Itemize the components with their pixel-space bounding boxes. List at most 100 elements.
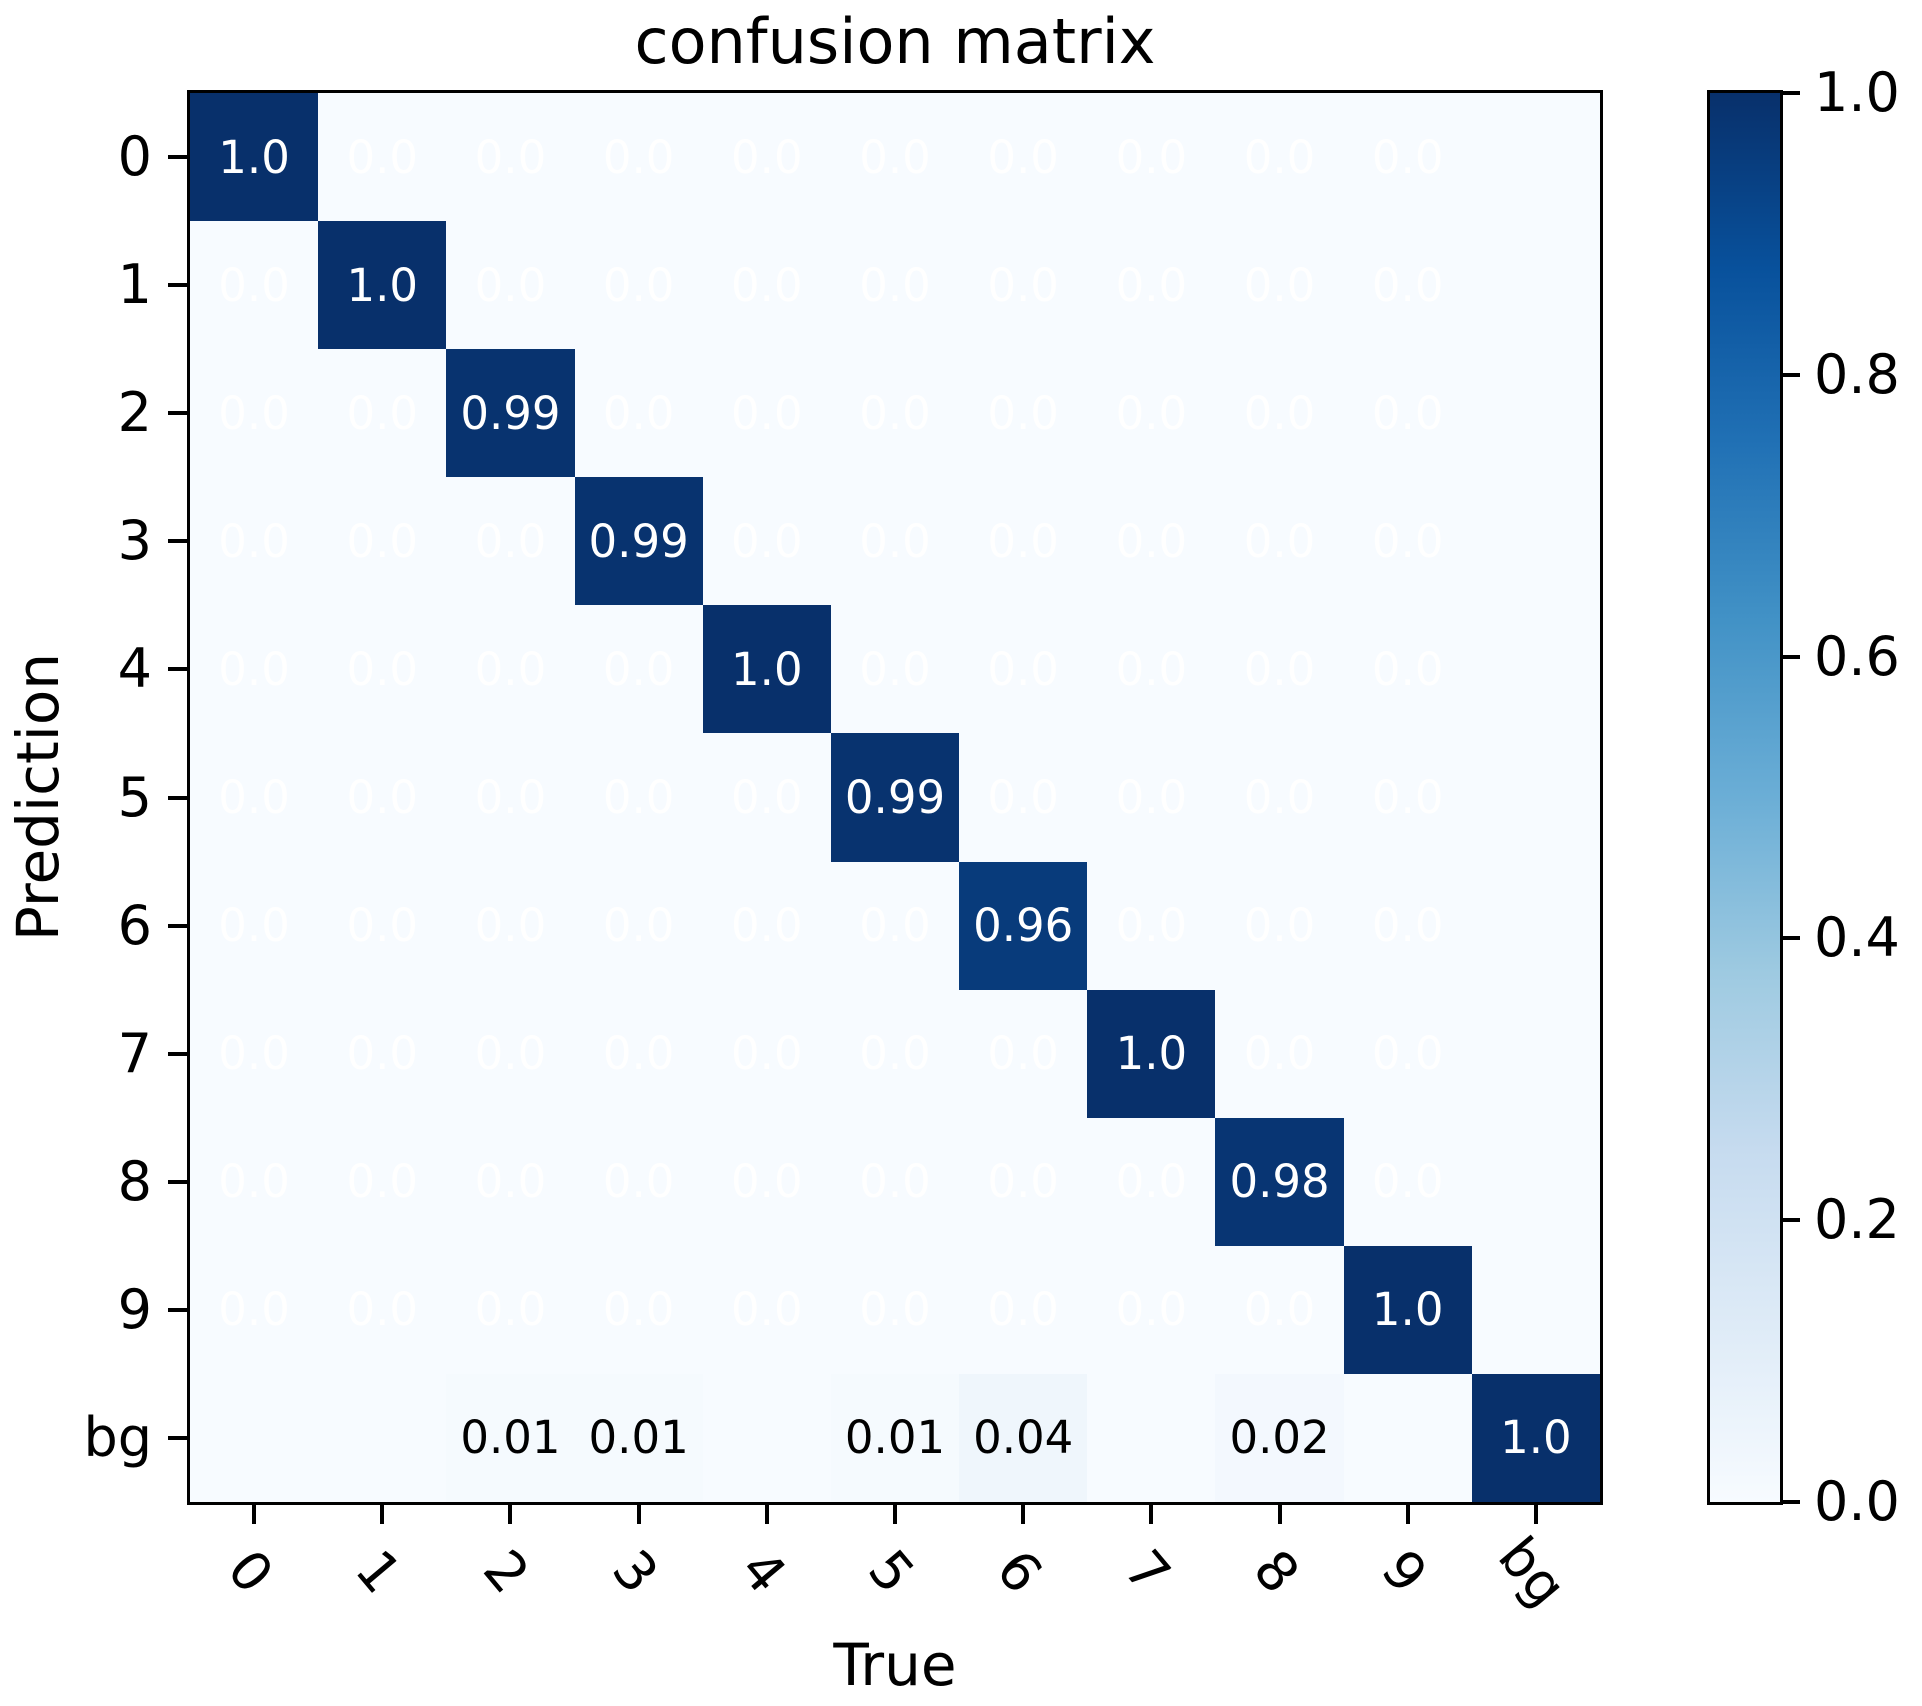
cell-value: 0.0 [602, 258, 675, 312]
cell-value: 0.0 [987, 1027, 1059, 1081]
y-tick-label: 0 [117, 125, 152, 189]
matrix-cell: 0.0 [446, 1245, 575, 1374]
matrix-cell: 0.0 [702, 221, 831, 350]
matrix-cell: 0.0 [959, 221, 1088, 350]
cell-value: 0.0 [987, 642, 1059, 696]
y-tick-mark [168, 411, 190, 416]
x-axis-label: True [833, 1631, 957, 1699]
matrix-cell: 0.0 [1343, 477, 1472, 606]
matrix-cell: 0.0 [959, 605, 1088, 734]
matrix-cell [190, 1373, 319, 1502]
matrix-cell: 0.0 [446, 605, 575, 734]
matrix-cell: 0.0 [830, 93, 960, 222]
colorbar-tick-mark [1780, 1500, 1800, 1504]
cell-value: 0.0 [474, 1283, 547, 1337]
matrix-cell [1471, 477, 1600, 606]
cell-value: 0.0 [218, 899, 290, 953]
cell-value: 0.0 [474, 899, 547, 953]
matrix-cell: 0.0 [190, 1245, 319, 1374]
y-tick-mark [168, 1435, 190, 1440]
cell-value: 0.0 [218, 514, 290, 568]
x-tick-mark [1021, 1502, 1026, 1524]
x-tick-label: 3 [599, 1538, 671, 1606]
cell-value: 0.0 [859, 514, 931, 568]
cell-value: 0.0 [474, 642, 547, 696]
cell-value: 0.99 [844, 770, 946, 824]
cell-value: 1.0 [346, 258, 419, 312]
matrix-cell: 0.01 [830, 1373, 960, 1502]
matrix-cell: 0.0 [446, 733, 575, 862]
x-tick-mark [764, 1502, 769, 1524]
matrix-cell: 0.98 [1215, 1117, 1344, 1246]
y-tick-mark [168, 155, 190, 160]
matrix-cell: 0.0 [702, 1117, 831, 1246]
cell-value: 0.0 [731, 1283, 803, 1337]
y-tick-label: 2 [117, 381, 152, 445]
cell-value: 0.0 [346, 1027, 419, 1081]
matrix-cell: 0.01 [574, 1373, 703, 1502]
matrix-cell: 1.0 [702, 605, 831, 734]
matrix-cell: 0.0 [1087, 605, 1216, 734]
y-tick-label: 9 [117, 1277, 152, 1341]
x-tick-mark [1533, 1502, 1538, 1524]
colorbar-tick-label: 0.6 [1814, 624, 1900, 688]
cell-value: 0.0 [1243, 642, 1316, 696]
matrix-cell [318, 1373, 447, 1502]
matrix-cell: 0.0 [1343, 989, 1472, 1118]
cell-value: 0.0 [602, 770, 675, 824]
cell-value: 0.0 [474, 1155, 547, 1209]
matrix-cell: 0.99 [446, 349, 575, 478]
cell-value: 0.0 [1243, 386, 1316, 440]
x-tick-mark [380, 1502, 385, 1524]
matrix-cell: 0.0 [574, 1245, 703, 1374]
matrix-cell: 0.0 [702, 477, 831, 606]
matrix-cell: 0.0 [959, 349, 1088, 478]
matrix-cell: 0.0 [1343, 861, 1472, 990]
y-tick-mark [168, 1307, 190, 1312]
matrix-cell: 0.0 [318, 1117, 447, 1246]
colorbar-tick-mark [1780, 936, 1800, 941]
matrix-cell: 0.02 [1215, 1373, 1344, 1502]
matrix-cell: 0.0 [318, 93, 447, 222]
y-tick-label: 3 [117, 509, 152, 573]
matrix-cell: 0.0 [190, 861, 319, 990]
cell-value: 0.0 [859, 258, 931, 312]
matrix-cell: 0.0 [830, 349, 960, 478]
cell-value: 0.0 [1371, 386, 1444, 440]
x-tick-mark [252, 1502, 257, 1524]
cell-value: 0.0 [987, 1155, 1059, 1209]
matrix-cell: 0.0 [1343, 733, 1472, 862]
matrix-cell: 0.0 [318, 861, 447, 990]
matrix-cell: 0.0 [1215, 93, 1344, 222]
cell-value: 0.0 [987, 386, 1059, 440]
matrix-cell [1343, 1373, 1472, 1502]
matrix-cell: 0.01 [446, 1373, 575, 1502]
cell-value: 0.0 [346, 1155, 419, 1209]
matrix-cell: 0.0 [702, 733, 831, 862]
matrix-cell: 0.0 [830, 861, 960, 990]
cell-value: 0.98 [1229, 1155, 1330, 1209]
cell-value: 0.0 [602, 130, 675, 184]
cell-value: 0.0 [602, 386, 675, 440]
matrix-cell: 0.0 [190, 605, 319, 734]
x-tick-mark [1277, 1502, 1282, 1524]
matrix-cell: 0.0 [446, 477, 575, 606]
y-tick-mark [168, 795, 190, 800]
cell-value: 0.0 [1243, 514, 1316, 568]
matrix-cell: 0.0 [318, 989, 447, 1118]
matrix-cell: 0.0 [1087, 1245, 1216, 1374]
cell-value: 0.0 [1371, 1155, 1444, 1209]
matrix-cell [1471, 605, 1600, 734]
cell-value: 0.0 [1243, 258, 1316, 312]
matrix-cell: 0.0 [1215, 349, 1344, 478]
matrix-cell: 0.0 [574, 605, 703, 734]
matrix-cell: 0.0 [1343, 349, 1472, 478]
matrix-cell: 0.0 [959, 93, 1088, 222]
cell-value: 0.0 [859, 386, 931, 440]
x-tick-label: 0 [215, 1538, 286, 1606]
cell-value: 1.0 [218, 130, 290, 184]
matrix-cell [1471, 93, 1600, 222]
x-tick-label: 1 [343, 1538, 414, 1606]
matrix-cell: 0.0 [574, 861, 703, 990]
matrix-cell: 1.0 [1087, 989, 1216, 1118]
